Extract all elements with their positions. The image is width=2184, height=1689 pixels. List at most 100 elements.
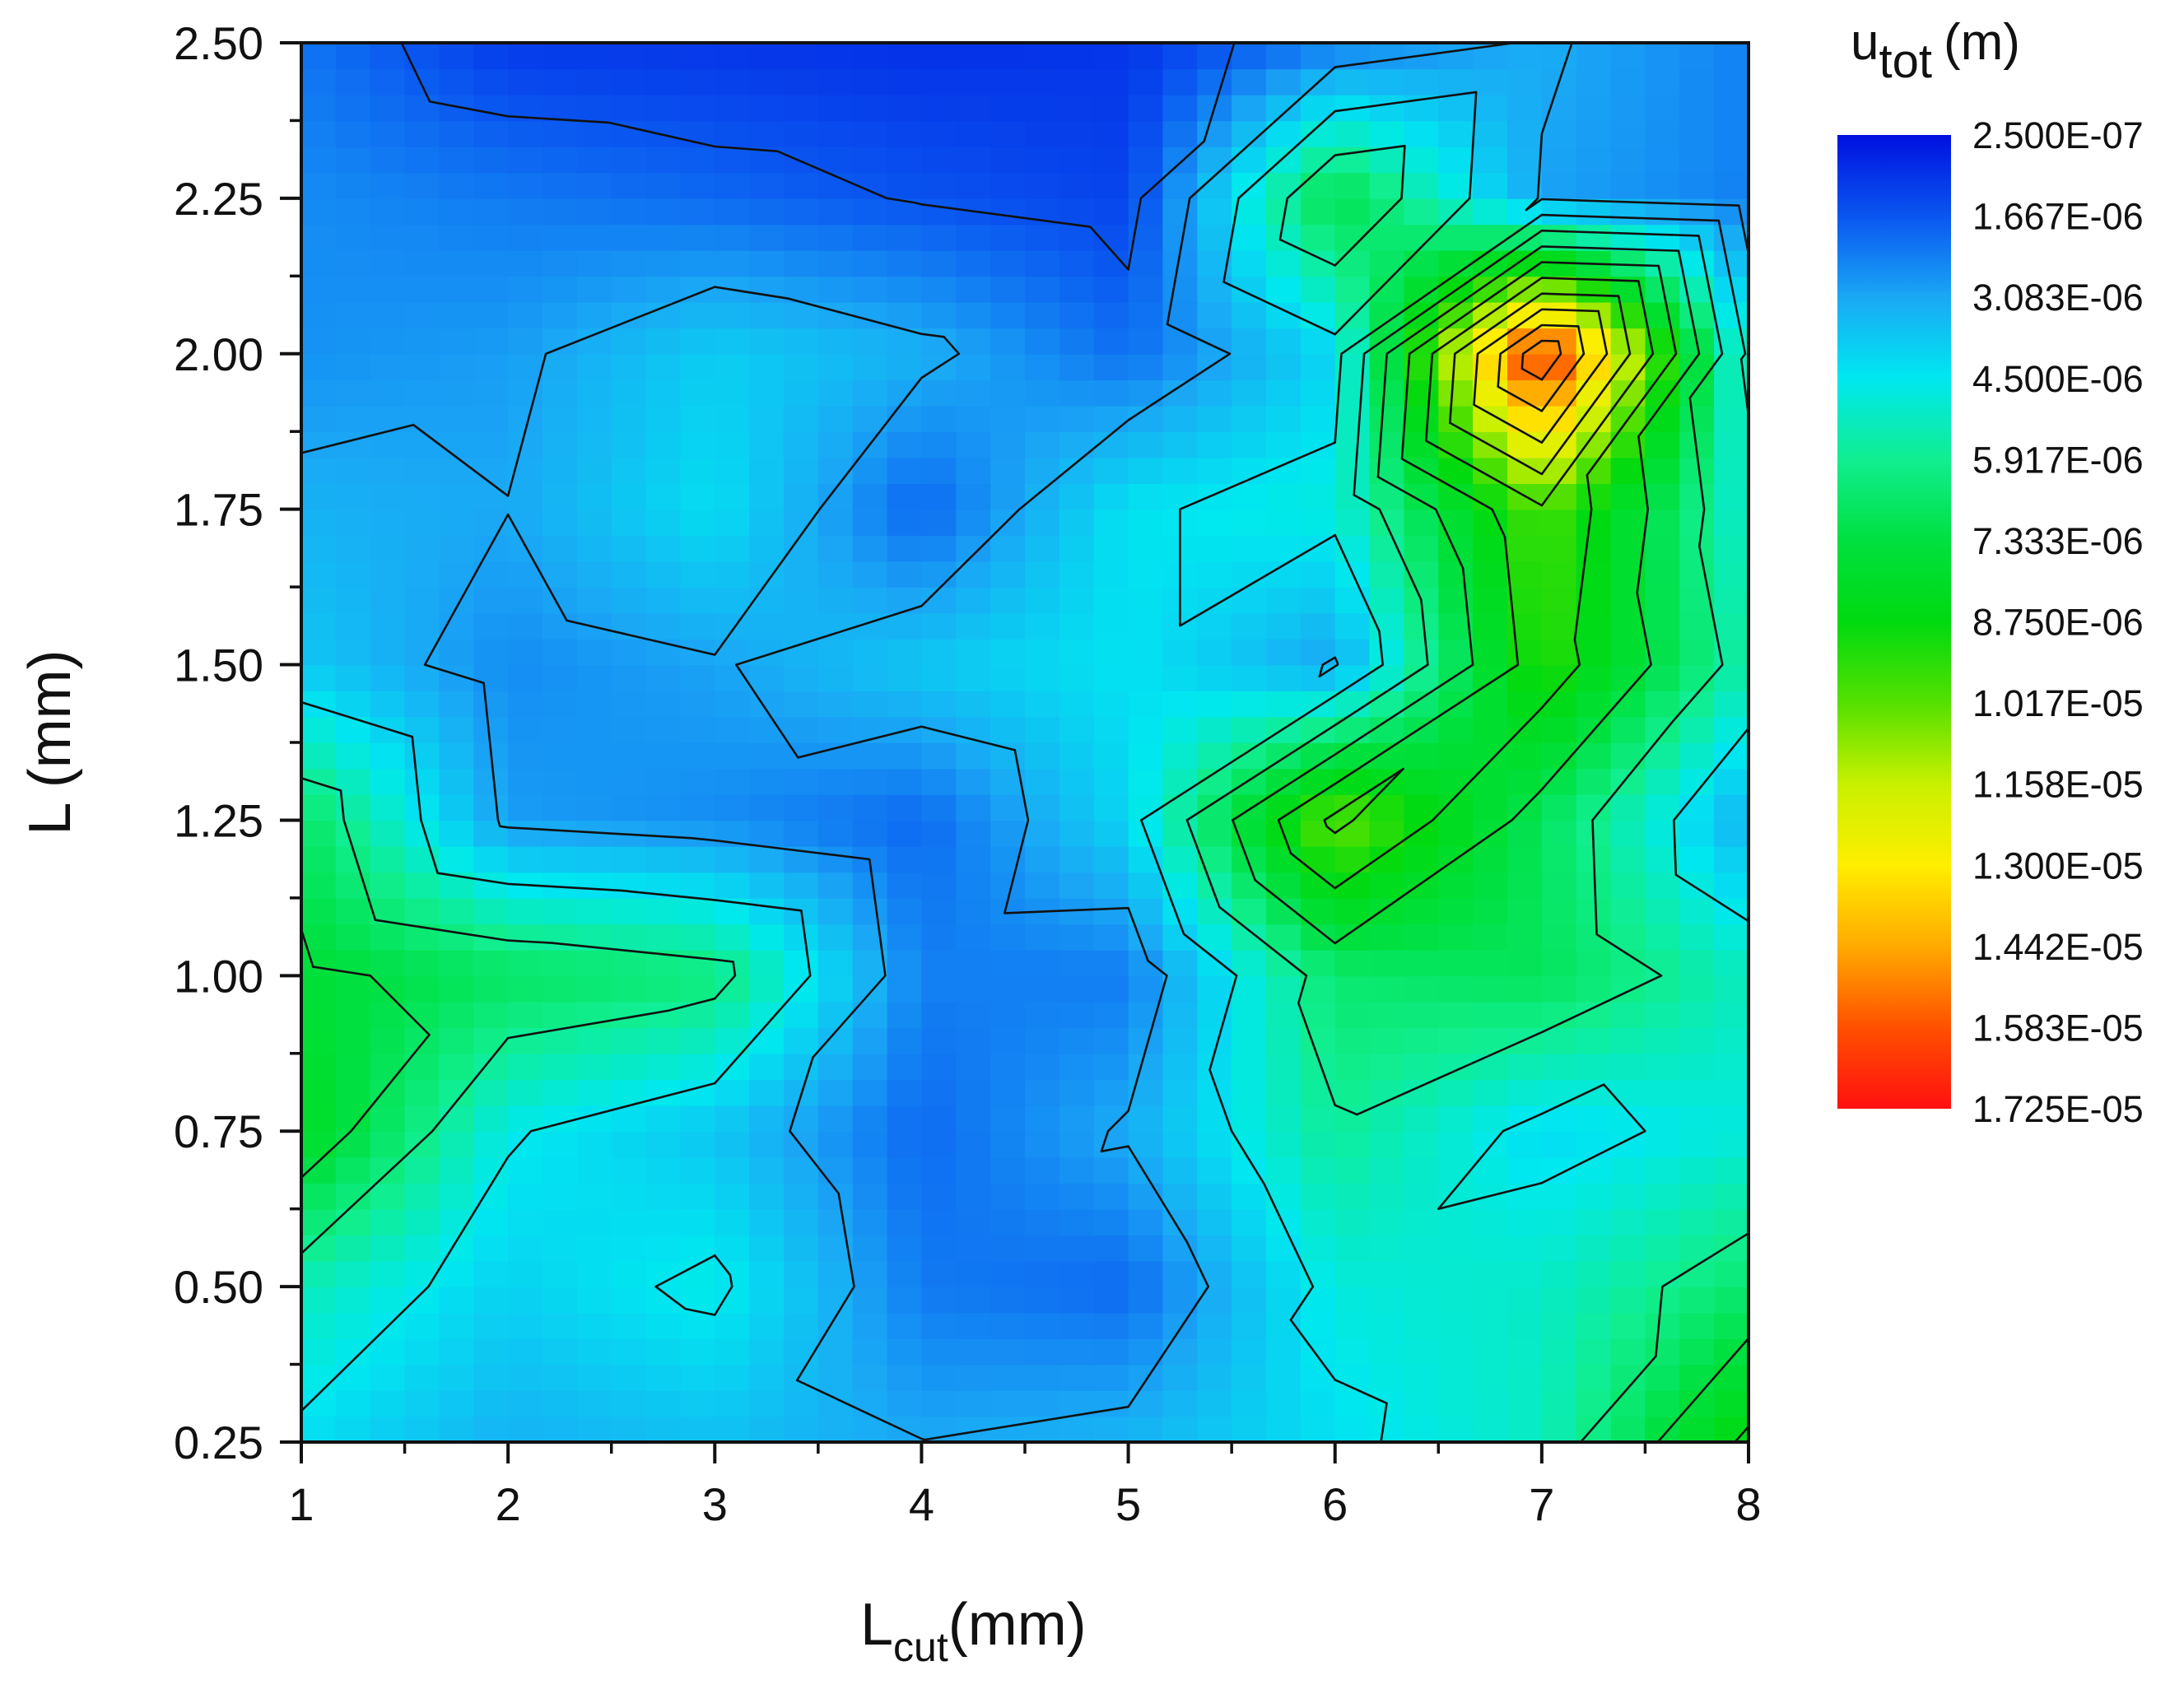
field-cell [680, 1208, 716, 1235]
field-cell [680, 1105, 716, 1132]
field-cell [1128, 301, 1164, 329]
field-cell [576, 249, 612, 277]
field-cell [887, 561, 923, 588]
field-cell [852, 1364, 888, 1391]
field-cell [1404, 794, 1440, 821]
field-cell [543, 742, 578, 770]
field-cell [301, 509, 337, 536]
field-cell [1197, 897, 1232, 925]
field-cell [1610, 301, 1646, 329]
field-cell [1300, 379, 1336, 407]
field-cell [543, 198, 578, 226]
field-cell [645, 1105, 682, 1132]
field-cell [1093, 405, 1129, 432]
field-cell [956, 1001, 991, 1029]
field-cell [1025, 612, 1060, 640]
field-cell [404, 95, 440, 122]
field-cell [1300, 1131, 1336, 1158]
field-cell [543, 639, 578, 666]
field-cell [439, 716, 475, 743]
field-cell [784, 949, 819, 977]
field-cell [921, 1053, 957, 1081]
field-cell [921, 1105, 957, 1132]
field-cell [1232, 716, 1267, 743]
field-cell [749, 1312, 785, 1339]
field-cell [1232, 639, 1267, 666]
field-cell [749, 172, 785, 199]
field-cell [921, 716, 957, 743]
field-cell [1334, 1208, 1371, 1235]
field-cell [301, 353, 337, 381]
field-cell [990, 612, 1026, 640]
field-cell [680, 1156, 716, 1184]
field-cell [1300, 1235, 1336, 1262]
field-cell [1162, 120, 1199, 147]
field-cell [335, 820, 371, 847]
field-cell [1093, 198, 1129, 226]
field-cell [301, 172, 337, 199]
field-cell [439, 1364, 475, 1391]
field-cell [1334, 612, 1371, 640]
field-cell [1128, 664, 1164, 691]
field-cell [1266, 1053, 1302, 1081]
field-cell [680, 1131, 716, 1158]
field-cell [1369, 1416, 1405, 1442]
field-cell [1334, 328, 1371, 355]
field-cell [335, 1131, 371, 1158]
field-cell [921, 1338, 957, 1366]
field-cell [887, 1235, 923, 1262]
field-cell [784, 120, 819, 147]
field-cell [1438, 820, 1474, 847]
field-cell [921, 664, 957, 691]
field-cell [1576, 1027, 1612, 1054]
field-cell [439, 172, 475, 199]
field-cell [680, 1416, 716, 1442]
y-tick-label: 0.75 [174, 1105, 263, 1157]
field-cell [473, 1131, 509, 1158]
field-cell [990, 301, 1026, 329]
field-cell [1128, 845, 1164, 873]
field-cell [1334, 1001, 1371, 1029]
field-cell [956, 95, 991, 122]
field-cell [1162, 975, 1199, 1003]
field-cell [1404, 1364, 1440, 1391]
field-cell [1059, 561, 1095, 588]
field-cell [1576, 1105, 1612, 1132]
field-cell [301, 1001, 337, 1029]
field-cell [749, 1027, 785, 1054]
field-cell [1266, 328, 1302, 355]
field-cell [439, 845, 475, 873]
field-cell [1404, 949, 1440, 977]
field-cell [1679, 224, 1715, 251]
x-tick-label: 8 [1735, 1478, 1761, 1530]
field-cell [1162, 742, 1199, 770]
field-cell [576, 431, 612, 458]
field-cell [301, 1208, 337, 1235]
field-cell [301, 301, 337, 329]
field-cell [1128, 612, 1164, 640]
field-cell [956, 509, 991, 536]
field-cell [1232, 43, 1267, 70]
field-cell [1059, 1105, 1095, 1132]
field-cell [1576, 639, 1612, 666]
field-cell [404, 872, 440, 899]
field-cell [611, 768, 647, 795]
field-cell [370, 691, 406, 718]
field-cell [1541, 897, 1577, 925]
field-cell [645, 172, 682, 199]
field-cell [784, 43, 819, 70]
field-cell [473, 120, 509, 147]
field-cell [1266, 664, 1302, 691]
field-cell [439, 1001, 475, 1029]
field-cell [921, 249, 957, 277]
field-cell [1714, 509, 1749, 536]
field-cell [1025, 664, 1060, 691]
field-cell [1473, 483, 1508, 510]
field-cell [1025, 379, 1060, 407]
field-cell [1507, 249, 1543, 277]
field-cell [370, 1260, 406, 1287]
field-cell [1369, 949, 1405, 977]
field-cell [1232, 1338, 1267, 1366]
field-cell [473, 1364, 509, 1391]
field-cell [1679, 561, 1715, 588]
